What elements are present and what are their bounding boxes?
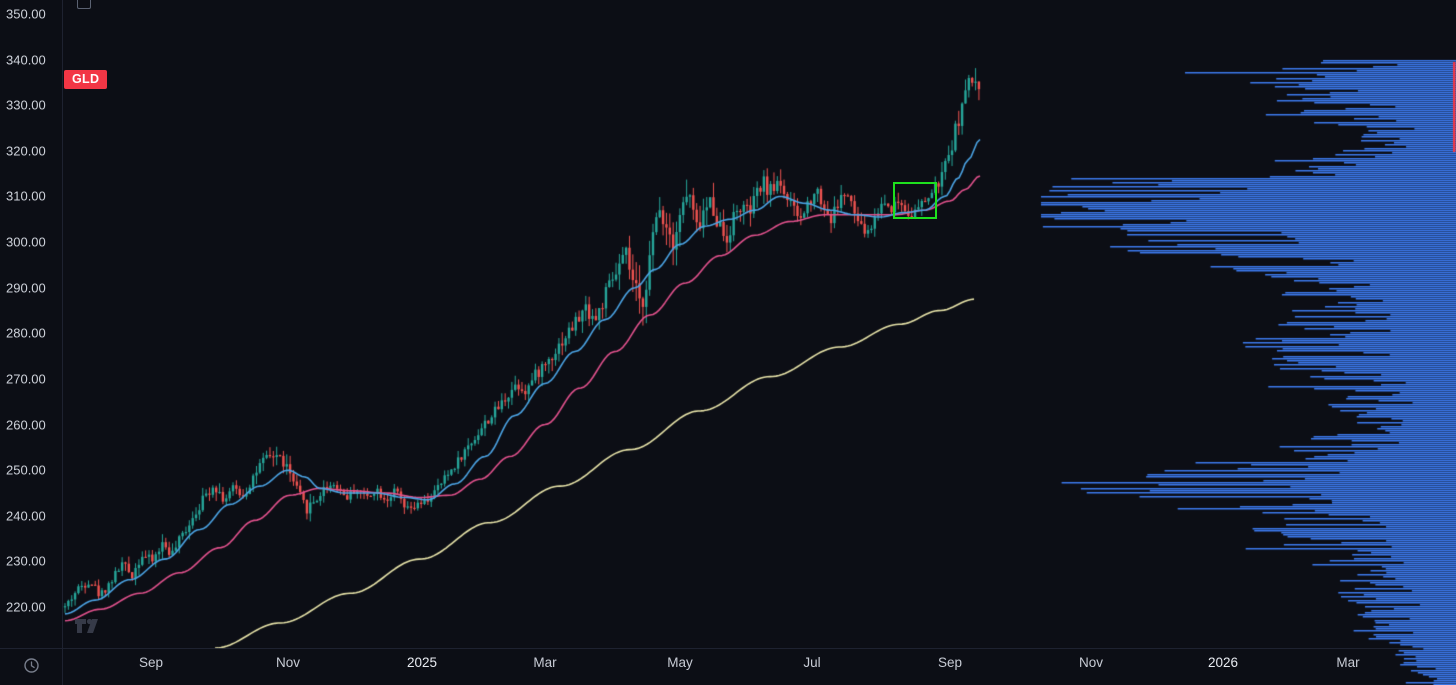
price-axis-label: 300.00: [6, 234, 46, 250]
panel-toggle-icon[interactable]: [77, 0, 91, 9]
price-axis-label: 260.00: [6, 417, 46, 433]
time-axis-month-label: Nov: [275, 655, 301, 670]
price-axis-label: 310.00: [6, 188, 46, 204]
price-axis-label: 270.00: [6, 371, 46, 387]
time-axis-month-label: May: [667, 655, 693, 670]
time-axis-month-label: Mar: [533, 655, 557, 670]
ticker-price-badge: GLD: [64, 70, 108, 90]
tradingview-logo[interactable]: [74, 616, 104, 641]
time-axis[interactable]: Sep Nov 2025 Mar May Jul Sep Nov 2026 Mar: [0, 649, 1456, 685]
time-axis-year-label: 2026: [1207, 655, 1239, 670]
price-axis-label: 220.00: [6, 599, 46, 615]
timezone-clock-icon[interactable]: [23, 657, 40, 679]
price-axis-label: 350.00: [6, 6, 46, 22]
time-axis-month-label: Nov: [1078, 655, 1104, 670]
time-axis-month-label: Mar: [1336, 655, 1360, 670]
price-axis-label: 330.00: [6, 97, 46, 113]
price-axis-label: 290.00: [6, 280, 46, 296]
highlight-annotation-box[interactable]: [893, 182, 937, 219]
price-axis-label: 280.00: [6, 325, 46, 341]
time-axis-month-label: Sep: [138, 655, 164, 670]
price-axis-label: 340.00: [6, 52, 46, 68]
time-axis-year-label: 2025: [406, 655, 438, 670]
price-axis-label: 230.00: [6, 553, 46, 569]
time-axis-month-label: Sep: [937, 655, 963, 670]
price-axis-label: 250.00: [6, 462, 46, 478]
price-axis-label: 320.00: [6, 143, 46, 159]
time-axis-month-label: Jul: [803, 655, 821, 670]
ticker-label: GLD: [72, 72, 100, 87]
price-axis[interactable]: 350.00 340.00 330.00 320.00 310.00 300.00 290.…: [0, 0, 62, 648]
price-axis-label: 240.00: [6, 508, 46, 524]
